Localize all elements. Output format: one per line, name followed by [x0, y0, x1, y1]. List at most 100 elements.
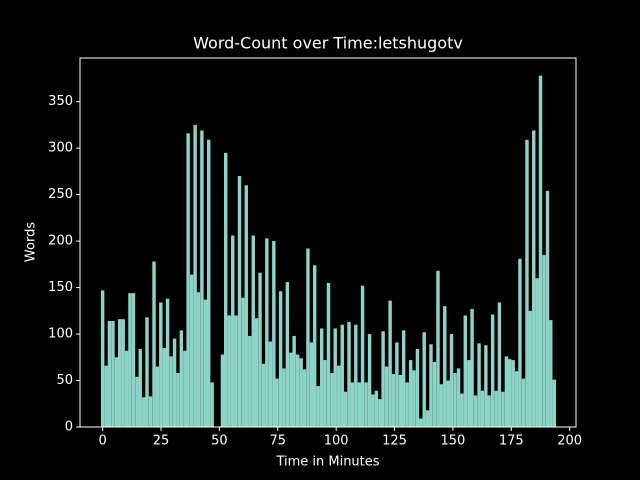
bar [289, 352, 293, 427]
bar [200, 130, 204, 428]
y-axis-label: Words [24, 222, 39, 262]
bar [408, 360, 413, 427]
bar [193, 124, 197, 428]
bar [261, 363, 266, 427]
bar [443, 306, 447, 427]
bar [282, 368, 286, 427]
y-tick-label: 150 [48, 280, 73, 295]
bar [467, 360, 471, 427]
bar [114, 357, 119, 427]
bar [395, 342, 399, 427]
bar [470, 308, 474, 427]
bar [241, 297, 245, 427]
bar [231, 235, 235, 427]
x-tick-label: 75 [270, 434, 287, 449]
bar [391, 374, 396, 427]
bar [323, 360, 327, 427]
bar [518, 258, 522, 427]
bar [295, 354, 300, 427]
bar [210, 382, 214, 427]
bar [460, 393, 464, 427]
bar [121, 319, 125, 427]
bar [272, 241, 276, 427]
x-tick-label: 100 [324, 434, 349, 449]
bar [248, 335, 252, 427]
bar [473, 395, 478, 427]
bar [514, 371, 519, 427]
bar [189, 274, 194, 427]
bar [135, 376, 139, 427]
bar [292, 335, 296, 427]
bar [347, 321, 351, 427]
x-tick-label: 0 [99, 434, 107, 449]
bar [275, 378, 279, 427]
bar [535, 278, 539, 427]
bar [203, 299, 208, 427]
bar [528, 310, 532, 427]
bar [436, 270, 440, 427]
bar [501, 391, 505, 427]
bar [337, 365, 341, 427]
bar [449, 334, 454, 427]
bar [183, 350, 187, 427]
bar [104, 365, 108, 427]
bar [405, 382, 409, 427]
bar [371, 394, 375, 427]
bar [169, 356, 173, 427]
bar [176, 373, 180, 427]
bar [142, 397, 146, 427]
bar [374, 390, 379, 427]
y-tick-label: 100 [48, 327, 73, 342]
bar [490, 314, 495, 427]
bar [378, 399, 382, 427]
bar [415, 348, 420, 427]
bar [497, 302, 502, 427]
bar [480, 390, 485, 427]
y-tick-label: 250 [48, 187, 73, 202]
bar [148, 396, 153, 427]
bar [159, 302, 163, 427]
y-tick-label: 300 [48, 141, 73, 156]
bar [388, 300, 392, 427]
bar [278, 291, 283, 427]
bar [138, 348, 142, 427]
bar [398, 374, 403, 427]
bar [521, 378, 526, 427]
bar [268, 341, 273, 427]
bar [343, 391, 348, 427]
bar [532, 130, 536, 428]
bar [432, 361, 437, 427]
bar [124, 350, 129, 427]
bar [477, 343, 481, 427]
bar [439, 384, 443, 427]
bar [426, 410, 430, 427]
bar [453, 373, 457, 427]
bar [100, 290, 105, 427]
bar [128, 293, 132, 427]
y-tick-label: 50 [56, 373, 73, 388]
bar [179, 330, 184, 427]
bar [487, 395, 491, 427]
x-tick-label: 150 [441, 434, 466, 449]
bar [456, 368, 461, 427]
bar [306, 248, 310, 427]
bar [354, 324, 358, 427]
bar [429, 344, 433, 427]
bar [265, 238, 269, 427]
bar [309, 342, 314, 427]
bar [258, 272, 262, 427]
bar [545, 190, 550, 427]
bar [254, 318, 259, 427]
y-tick-label: 200 [48, 234, 73, 249]
bar [538, 75, 543, 428]
bar [494, 390, 498, 427]
bar [330, 373, 334, 427]
bar [549, 320, 553, 427]
bar [117, 319, 122, 427]
y-tick-label: 0 [65, 420, 73, 435]
bar [224, 152, 228, 428]
bar [364, 382, 368, 427]
bar [401, 330, 406, 427]
bar [316, 386, 320, 427]
